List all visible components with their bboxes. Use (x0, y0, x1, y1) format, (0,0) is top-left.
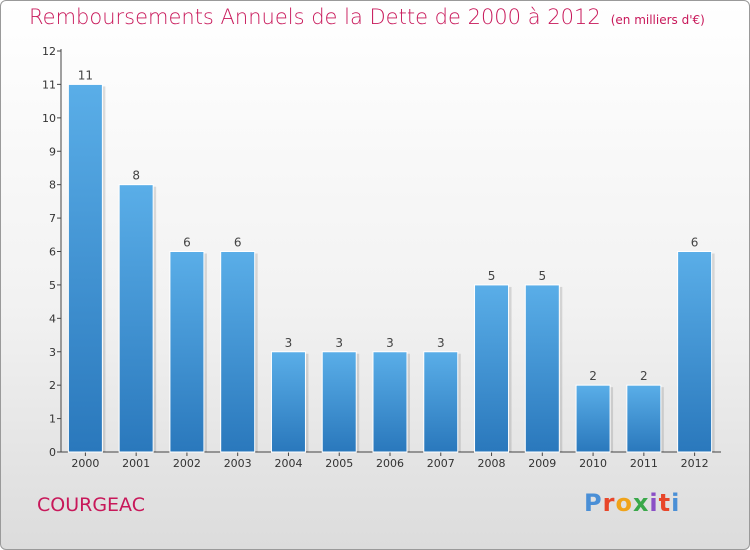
x-tick-label: 2001 (122, 457, 150, 470)
bar (575, 384, 611, 453)
logo-letter: i (649, 489, 659, 517)
data-label: 3 (285, 336, 293, 350)
bar (220, 251, 256, 453)
logo-letter: r (602, 489, 616, 517)
y-tick-label: 4 (49, 312, 56, 325)
y-tick-label: 2 (49, 379, 56, 392)
y-tick-label: 1 (49, 413, 56, 426)
x-tick-label: 2009 (528, 457, 556, 470)
y-tick-label: 0 (49, 446, 56, 459)
data-label: 5 (538, 269, 546, 283)
data-label: 5 (488, 269, 496, 283)
bar (423, 351, 459, 453)
bar (626, 384, 662, 453)
chart-bars (67, 83, 715, 453)
y-tick-label: 12 (42, 45, 56, 58)
x-tick-label: 2005 (325, 457, 353, 470)
data-label: 8 (132, 169, 140, 183)
bar (474, 284, 510, 453)
data-label: 2 (589, 369, 597, 383)
chart-title-block: Remboursements Annuels de la Dette de 20… (29, 5, 705, 29)
chart-unit: (en milliers d'€) (610, 13, 705, 27)
chart-labels: 11 2000 8 2001 6 2002 6 2003 3 2004 3 2005 3 2006 3 200… (71, 68, 708, 470)
bar (270, 351, 306, 453)
x-tick-label: 2002 (173, 457, 201, 470)
chart-title: Remboursements Annuels de la Dette de 20… (29, 5, 601, 29)
data-label: 2 (640, 369, 648, 383)
bar (67, 83, 103, 453)
bar (524, 284, 560, 453)
data-label: 3 (386, 336, 394, 350)
logo-letter: t (658, 489, 672, 517)
data-label: 6 (691, 236, 699, 250)
data-label: 3 (437, 336, 445, 350)
x-tick-label: 2003 (224, 457, 252, 470)
x-tick-label: 2008 (478, 457, 506, 470)
y-tick-label: 9 (49, 145, 56, 158)
y-tick-label: 6 (49, 246, 56, 259)
x-tick-label: 2010 (579, 457, 607, 470)
bar (118, 184, 154, 453)
y-tick-label: 8 (49, 179, 56, 192)
y-tick-label: 7 (49, 212, 56, 225)
bar (169, 251, 205, 453)
proxiti-logo[interactable]: Proxiti (584, 489, 680, 517)
bar (677, 251, 713, 453)
data-label: 6 (234, 236, 242, 250)
y-tick-label: 3 (49, 346, 56, 359)
x-tick-label: 2004 (274, 457, 302, 470)
x-tick-label: 2000 (71, 457, 99, 470)
y-tick-label: 10 (42, 112, 56, 125)
logo-letter: P (584, 489, 603, 517)
x-tick-label: 2012 (681, 457, 709, 470)
data-label: 6 (183, 236, 191, 250)
bar (372, 351, 408, 453)
x-tick-label: 2006 (376, 457, 404, 470)
commune-name: COURGEAC (37, 494, 145, 516)
bar (321, 351, 357, 453)
x-tick-label: 2007 (427, 457, 455, 470)
logo-letter: x (632, 489, 650, 517)
y-tick-label: 5 (49, 279, 56, 292)
data-label: 3 (335, 336, 343, 350)
logo-letter: o (615, 489, 633, 517)
logo-letter: i (671, 489, 681, 517)
y-tick-label: 11 (42, 78, 56, 91)
data-label: 11 (78, 68, 93, 82)
x-tick-label: 2011 (630, 457, 658, 470)
